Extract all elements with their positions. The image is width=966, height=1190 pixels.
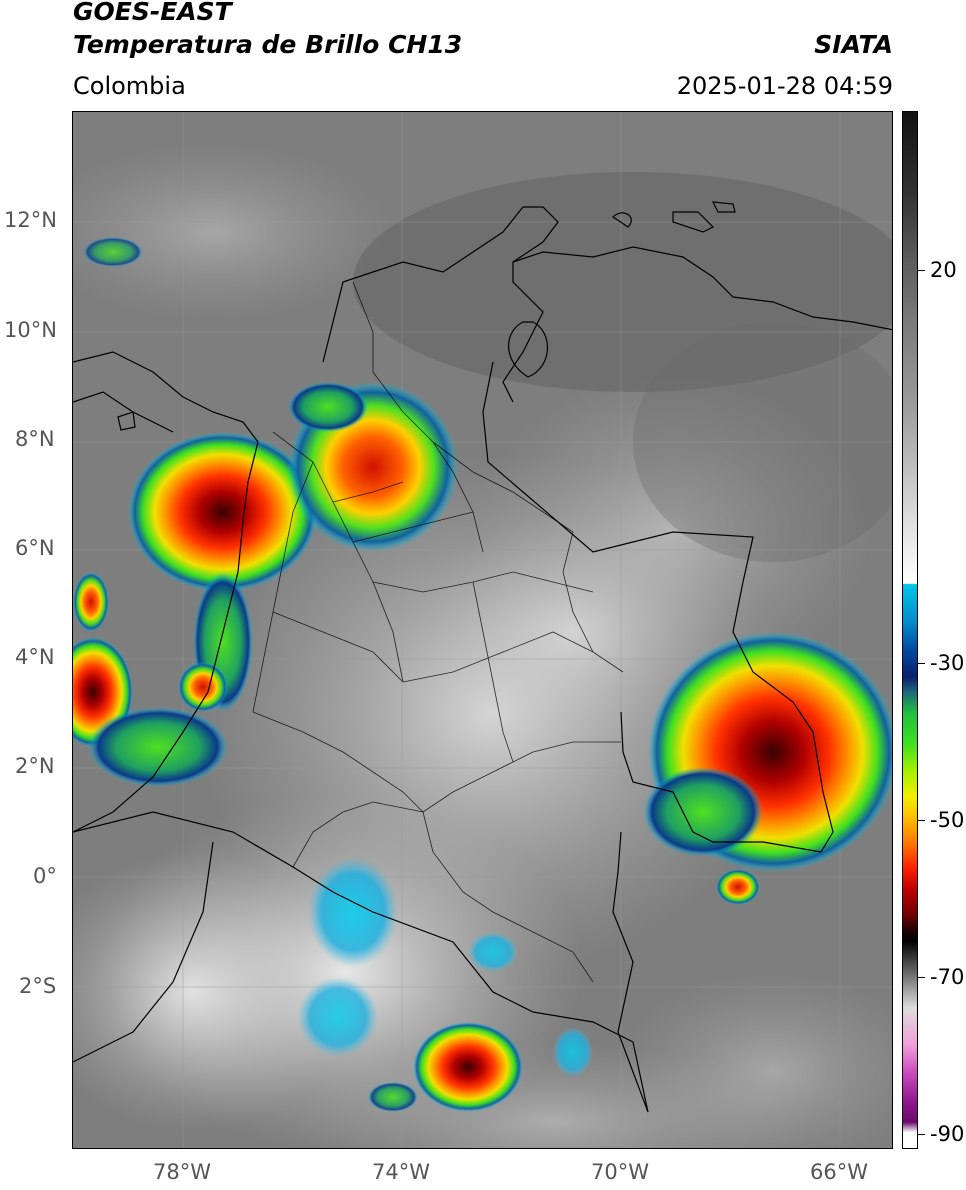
cell-cyan-east	[553, 1027, 593, 1077]
cell-narino-coast	[88, 707, 228, 787]
colorbar-tick-minus70: -70	[930, 965, 965, 989]
lat-label-0: 0°	[33, 864, 57, 888]
cell-cauca	[178, 662, 228, 712]
cell-cyan-south2	[298, 977, 378, 1057]
lon-label-78w: 78°W	[153, 1160, 211, 1184]
cell-south-small	[368, 1082, 418, 1112]
lon-label-66w: 66°W	[810, 1160, 868, 1184]
lon-label-74w: 74°W	[372, 1160, 430, 1184]
cell-cyan-mid	[468, 932, 518, 972]
lat-label-6n: 6°N	[15, 536, 55, 560]
colorbar-tick-20: 20	[930, 258, 957, 282]
timestamp-label: 2025-01-28 04:59	[676, 72, 893, 100]
cell-west-edge	[73, 572, 109, 632]
cell-small-se	[716, 869, 760, 905]
title-product: Temperatura de Brillo CH13	[73, 30, 463, 59]
map-canvas	[73, 112, 892, 1148]
cell-vaupes	[643, 767, 763, 857]
lat-label-10n: 10°N	[4, 318, 57, 342]
lon-label-70w: 70°W	[591, 1160, 649, 1184]
colorbar-tick-minus30: -30	[930, 651, 965, 675]
cell-putumayo	[413, 1022, 523, 1112]
convective-cells	[73, 237, 892, 1112]
lat-label-8n: 8°N	[15, 427, 55, 451]
region-label: Colombia	[73, 72, 186, 100]
cell-choco	[128, 432, 318, 592]
lat-label-4n: 4°N	[15, 645, 55, 669]
department-borders	[252, 281, 624, 983]
agency-label: SIATA	[814, 30, 893, 59]
lat-label-2n: 2°N	[15, 754, 55, 778]
colorbar-tick-minus90: -90	[930, 1122, 965, 1146]
country-borders	[73, 201, 892, 1113]
cell-north-coast	[288, 382, 368, 432]
colorbar-tick-minus50: -50	[930, 808, 965, 832]
lat-label-12n: 12°N	[4, 208, 57, 232]
satellite-map	[72, 111, 893, 1149]
cell-caribbean-nw	[83, 237, 143, 267]
title-satellite: GOES-EAST	[73, 0, 232, 26]
colorbar	[902, 111, 918, 1149]
cell-cyan-south	[308, 857, 398, 967]
lat-label-2s: 2°S	[19, 974, 57, 998]
